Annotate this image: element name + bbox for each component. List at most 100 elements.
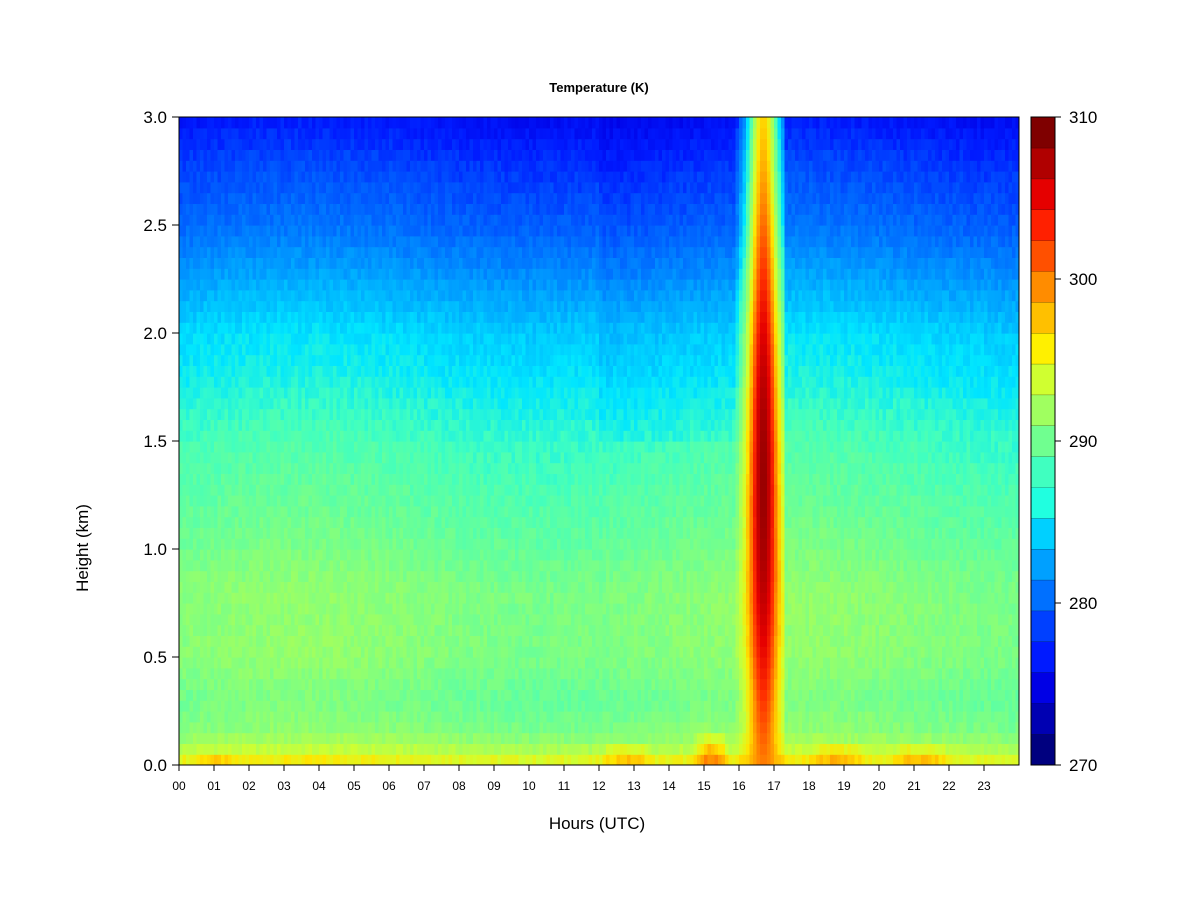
heatmap-cell — [238, 462, 243, 474]
heatmap-cell — [427, 117, 432, 129]
heatmap-cell — [336, 721, 341, 734]
heatmap-cell — [284, 365, 289, 377]
heatmap-cell — [189, 408, 194, 420]
heatmap-cell — [231, 268, 236, 280]
heatmap-cell — [336, 354, 341, 366]
heatmap-cell — [434, 667, 439, 680]
heatmap-cell — [354, 387, 359, 399]
heatmap-cell — [245, 657, 250, 669]
heatmap-cell — [245, 754, 250, 765]
heatmap-cell — [259, 203, 264, 215]
heatmap-cell — [182, 441, 187, 453]
heatmap-cell — [315, 387, 320, 399]
heatmap-cell — [228, 333, 233, 345]
heatmap-cell — [413, 732, 418, 744]
heatmap-cell — [441, 365, 446, 377]
heatmap-cell — [378, 117, 383, 129]
heatmap-cell — [301, 441, 306, 453]
heatmap-cell — [291, 343, 296, 356]
heatmap-cell — [189, 300, 194, 312]
heatmap-cell — [231, 484, 236, 496]
heatmap-cell — [221, 646, 226, 658]
heatmap-cell — [182, 549, 187, 561]
heatmap-cell — [413, 127, 418, 140]
heatmap-cell — [322, 527, 327, 539]
heatmap-cell — [336, 743, 341, 755]
heatmap-cell — [466, 365, 471, 377]
heatmap-cell — [235, 376, 240, 388]
heatmap-cell — [336, 635, 341, 647]
heatmap-cell — [445, 559, 450, 572]
heatmap-cell — [231, 430, 236, 442]
heatmap-cell — [420, 408, 425, 420]
heatmap-cell — [266, 646, 271, 658]
heatmap-cell — [217, 559, 222, 572]
heatmap-cell — [196, 171, 201, 183]
heatmap-cell — [413, 538, 418, 550]
heatmap-cell — [406, 754, 411, 765]
heatmap-cell — [448, 516, 453, 528]
heatmap-cell — [350, 603, 355, 615]
heatmap-cell — [224, 149, 229, 161]
heatmap-cell — [382, 376, 387, 388]
heatmap-cell — [455, 721, 460, 734]
heatmap-cell — [315, 603, 320, 615]
heatmap-cell — [371, 138, 376, 150]
heatmap-cell — [203, 743, 208, 755]
heatmap-cell — [284, 127, 289, 140]
heatmap-cell — [315, 646, 320, 658]
heatmap-cell — [280, 397, 285, 410]
heatmap-cell — [305, 365, 310, 377]
heatmap-cell — [322, 117, 327, 129]
heatmap-cell — [336, 624, 341, 636]
heatmap-cell — [217, 343, 222, 356]
heatmap-cell — [399, 354, 404, 366]
heatmap-cell — [193, 333, 198, 345]
heatmap-cell — [389, 343, 394, 356]
heatmap-cell — [207, 624, 212, 636]
heatmap-cell — [256, 667, 261, 680]
heatmap-cell — [392, 225, 397, 237]
heatmap-cell — [256, 365, 261, 377]
heatmap-cell — [186, 635, 191, 647]
heatmap-cell — [196, 732, 201, 744]
heatmap-cell — [298, 700, 303, 712]
heatmap-cell — [434, 441, 439, 453]
heatmap-cell — [305, 387, 310, 399]
heatmap-cell — [221, 311, 226, 323]
heatmap-cell — [399, 527, 404, 539]
heatmap-cell — [336, 495, 341, 507]
heatmap-cell — [431, 700, 436, 712]
heatmap-cell — [287, 387, 292, 399]
heatmap-cell — [406, 700, 411, 712]
heatmap-cell — [455, 387, 460, 399]
heatmap-cell — [410, 451, 415, 464]
heatmap-cell — [196, 527, 201, 539]
heatmap-cell — [242, 300, 247, 312]
heatmap-cell — [343, 473, 348, 485]
heatmap-cell — [270, 603, 275, 615]
heatmap-cell — [217, 711, 222, 723]
heatmap-cell — [228, 160, 233, 172]
heatmap-cell — [385, 203, 390, 215]
heatmap-cell — [378, 495, 383, 507]
heatmap-cell — [182, 354, 187, 366]
heatmap-cell — [396, 516, 401, 528]
heatmap-cell — [343, 117, 348, 129]
heatmap-cell — [182, 624, 187, 636]
heatmap-cell — [448, 354, 453, 366]
heatmap-cell — [340, 430, 345, 442]
heatmap-cell — [413, 549, 418, 561]
heatmap-cell — [270, 138, 275, 150]
heatmap-cell — [427, 311, 432, 323]
heatmap-cell — [249, 473, 254, 485]
heatmap-cell — [424, 311, 429, 323]
heatmap-cell — [413, 376, 418, 388]
heatmap-cell — [322, 430, 327, 442]
heatmap-cell — [217, 495, 222, 507]
heatmap-cell — [252, 527, 257, 539]
heatmap-cell — [284, 235, 289, 248]
heatmap-cell — [452, 624, 457, 636]
heatmap-cell — [189, 462, 194, 474]
heatmap-cell — [336, 657, 341, 669]
